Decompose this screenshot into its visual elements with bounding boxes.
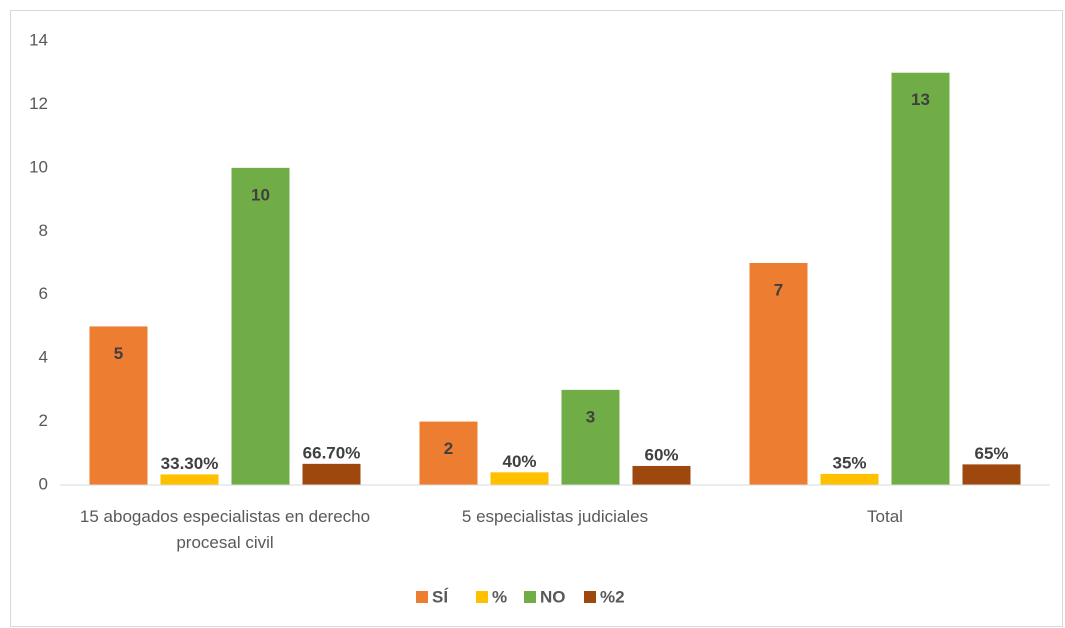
x-tick-label: 15 abogados especialistas en derecho pro… [79,507,371,552]
bar [561,389,620,485]
y-tick-label: 12 [29,94,48,113]
data-label: 33.30% [161,454,219,473]
y-tick-label: 10 [29,157,48,176]
legend-label: SÍ [432,587,449,606]
data-label: 13 [911,90,930,109]
bar [820,473,879,485]
data-label: 7 [774,280,783,299]
y-tick-label: 14 [29,30,48,49]
data-label: 10 [251,185,270,204]
bar [632,465,691,485]
bar [749,263,808,485]
bar [891,72,950,485]
data-label: 5 [114,344,123,363]
y-tick-label: 2 [39,411,48,430]
data-label: 66.70% [303,443,361,462]
data-label: 60% [644,445,678,464]
x-tick-label: 5 especialistas judiciales [461,507,649,526]
data-label: 40% [502,452,536,471]
legend-label: % [492,587,507,606]
data-label: 35% [832,453,866,472]
y-tick-label: 4 [39,348,48,367]
y-tick-label: 0 [39,474,48,493]
legend-swatch [584,591,596,603]
legend-swatch [524,591,536,603]
data-label: 3 [586,407,595,426]
data-label: 65% [974,444,1008,463]
y-tick-label: 6 [39,284,48,303]
x-tick-label: Total [867,507,903,526]
legend-label: %2 [600,587,625,606]
bar [89,326,148,485]
bar [419,421,478,485]
bar [962,464,1021,485]
bar [231,167,290,485]
data-label: 2 [444,439,453,458]
legend-label: NO [540,587,566,606]
chart-border [10,10,1063,627]
y-tick-label: 8 [39,221,48,240]
bar [160,474,219,485]
bar [302,463,361,485]
bar [490,472,549,485]
legend-swatch [416,591,428,603]
legend-swatch [476,591,488,603]
